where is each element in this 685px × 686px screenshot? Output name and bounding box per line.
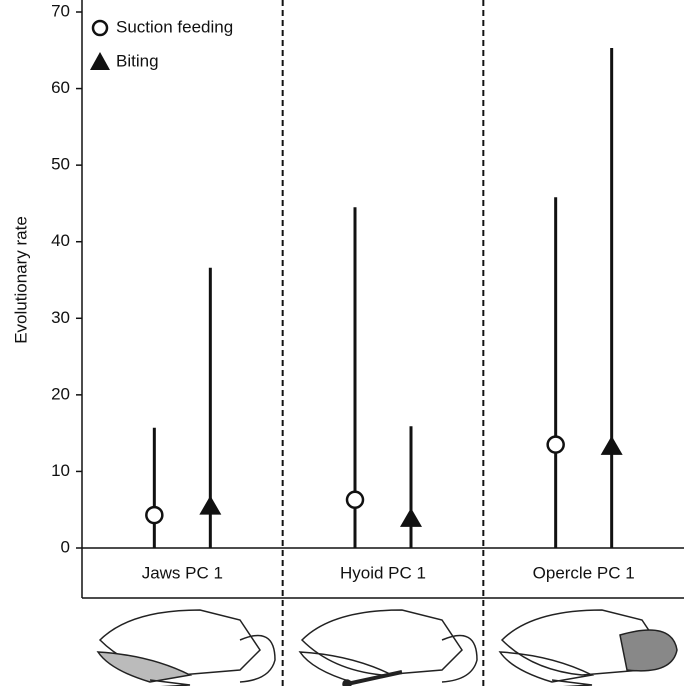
x-tick-label: Hyoid PC 1	[340, 563, 426, 582]
y-tick-label: 70	[51, 1, 70, 20]
legend-label: Biting	[116, 51, 159, 70]
y-tick-label: 20	[51, 384, 70, 403]
skull-illustrations	[96, 609, 678, 686]
y-tick-label: 10	[51, 461, 70, 480]
y-tick-label: 30	[51, 308, 70, 327]
y-axis-label: Evolutionary rate	[11, 216, 30, 344]
point	[199, 495, 222, 515]
legend-label: Suction feeding	[116, 17, 233, 36]
point	[400, 507, 422, 527]
point	[600, 435, 623, 455]
x-tick-label: Opercle PC 1	[533, 563, 635, 582]
legend-marker	[91, 19, 109, 37]
x-tick-label: Jaws PC 1	[142, 563, 223, 582]
y-tick-label: 60	[51, 78, 70, 97]
point	[546, 435, 565, 454]
y-tick-label: 0	[61, 537, 70, 556]
y-tick-label: 50	[51, 155, 70, 174]
legend-marker	[90, 52, 110, 70]
y-tick-label: 40	[51, 231, 70, 250]
point	[145, 505, 164, 525]
point	[345, 490, 365, 510]
